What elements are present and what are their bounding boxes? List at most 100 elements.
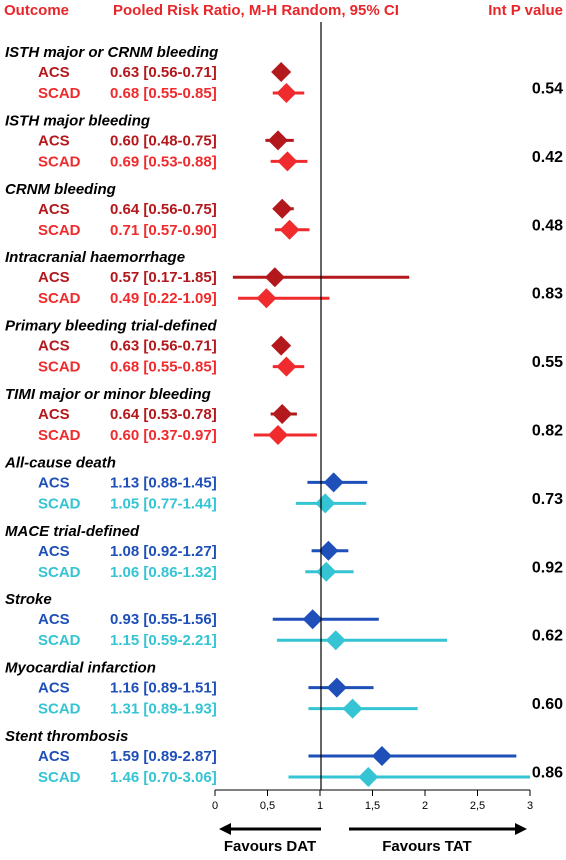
outcome-name: CRNM bleeding [5, 181, 116, 198]
risk-ratio-text: 0.60 [0.48-0.75] [110, 132, 217, 149]
subgroup-label: ACS [38, 269, 70, 286]
x-tick-label: 2 [422, 800, 428, 812]
risk-ratio-text: 1.13 [0.88-1.45] [110, 474, 217, 491]
subgroup-label: ACS [38, 201, 70, 218]
outcome-name: ISTH major bleeding [5, 112, 150, 129]
risk-ratio-text: 0.60 [0.37-0.97] [110, 427, 217, 444]
outcome-group: Stent thrombosis 0.86 ACS 1.59 [0.89-2.87] S… [5, 728, 563, 787]
interaction-p-value: 0.86 [532, 765, 563, 782]
outcome-group: MACE trial-defined 0.92 ACS 1.08 [0.92-1.27… [5, 523, 563, 582]
outcome-name: ISTH major or CRNM bleeding [5, 44, 218, 61]
interaction-p-value: 0.42 [532, 149, 563, 166]
point-estimate-diamond [276, 83, 297, 103]
header-measure: Pooled Risk Ratio, M-H Random, 95% CI [113, 2, 399, 19]
interaction-p-value: 0.73 [532, 491, 563, 508]
outcome-name: Myocardial infarction [5, 660, 156, 677]
point-estimate-diamond [315, 493, 336, 514]
point-estimate-diamond [279, 219, 300, 240]
subgroup-label: SCAD [38, 769, 81, 786]
x-tick-label: 1 [317, 800, 323, 812]
point-estimate-diamond [271, 335, 292, 356]
favours-tat-arrow [349, 823, 527, 835]
risk-ratio-text: 0.69 [0.53-0.88] [110, 153, 217, 170]
point-estimate-diamond [276, 356, 297, 377]
point-estimate-diamond [316, 561, 337, 582]
subgroup-label: SCAD [38, 222, 81, 239]
forest-rows: ISTH major or CRNM bleeding 0.54 ACS 0.63 [… [4, 44, 563, 787]
subgroup-label: SCAD [38, 495, 81, 512]
point-estimate-diamond [318, 540, 339, 561]
risk-ratio-text: 1.46 [0.70-3.06] [110, 769, 217, 786]
subgroup-label: ACS [38, 611, 70, 628]
risk-ratio-text: 1.59 [0.89-2.87] [110, 748, 217, 765]
interaction-p-value: 0.54 [532, 81, 563, 98]
subgroup-label: SCAD [38, 564, 81, 581]
point-estimate-diamond [268, 130, 288, 151]
subgroup-label: SCAD [38, 85, 81, 102]
x-tick-label: 2,5 [470, 800, 485, 812]
outcome-group: ISTH major or CRNM bleeding 0.54 ACS 0.63 [… [5, 44, 563, 103]
subgroup-label: SCAD [38, 632, 81, 649]
subgroup-label: ACS [38, 680, 70, 697]
subgroup-label: ACS [38, 338, 70, 355]
subgroup-label: SCAD [38, 153, 81, 170]
outcome-name: Primary bleeding trial-defined [5, 318, 218, 335]
outcome-name: TIMI major or minor bleeding [5, 386, 211, 403]
point-estimate-diamond [272, 404, 293, 424]
outcome-group: TIMI major or minor bleeding 0.82 ACS 0.64 … [5, 386, 563, 445]
risk-ratio-text: 0.93 [0.55-1.56] [110, 611, 217, 628]
risk-ratio-text: 0.49 [0.22-1.09] [110, 290, 217, 307]
point-estimate-diamond [277, 151, 298, 172]
subgroup-label: ACS [38, 406, 70, 423]
point-estimate-diamond [325, 630, 346, 651]
risk-ratio-text: 0.68 [0.55-0.85] [110, 85, 217, 102]
interaction-p-value: 0.82 [532, 423, 563, 440]
risk-ratio-text: 1.15 [0.59-2.21] [110, 632, 217, 649]
outcome-name: MACE trial-defined [5, 523, 140, 540]
point-estimate-diamond [342, 698, 363, 719]
subgroup-label: SCAD [38, 290, 81, 307]
interaction-p-value: 0.60 [532, 696, 563, 713]
interaction-p-value: 0.48 [532, 217, 563, 234]
subgroup-label: ACS [38, 748, 70, 765]
x-tick-label: 3 [527, 800, 533, 812]
subgroup-label: ACS [38, 543, 70, 560]
subgroup-label: ACS [38, 474, 70, 491]
outcome-name: Stroke [5, 591, 52, 608]
point-estimate-diamond [302, 609, 323, 630]
header-outcome: Outcome [4, 2, 69, 19]
x-tick-label: 1,5 [365, 800, 380, 812]
risk-ratio-text: 0.64 [0.53-0.78] [110, 406, 217, 423]
risk-ratio-text: 0.64 [0.56-0.75] [110, 201, 217, 218]
risk-ratio-text: 1.08 [0.92-1.27] [110, 543, 217, 560]
favours-dat-arrow [219, 823, 321, 835]
outcome-name: Intracranial haemorrhage [5, 249, 185, 266]
point-estimate-diamond [358, 767, 379, 787]
point-estimate-diamond [371, 746, 392, 766]
interaction-p-value: 0.55 [532, 354, 563, 371]
point-estimate-diamond [271, 62, 292, 82]
subgroup-label: SCAD [38, 359, 81, 376]
x-tick-label: 0 [212, 800, 218, 812]
risk-ratio-text: 0.68 [0.55-0.85] [110, 359, 217, 376]
outcome-group: Primary bleeding trial-defined 0.55 ACS 0.6… [5, 318, 563, 377]
risk-ratio-text: 1.06 [0.86-1.32] [110, 564, 217, 581]
outcome-group: All-cause death 0.73 ACS 1.13 [0.88-1.45] SC… [4, 454, 563, 514]
point-estimate-diamond [326, 677, 347, 698]
subgroup-label: ACS [38, 132, 70, 149]
favours-tat-label: Favours TAT [382, 838, 471, 855]
outcome-group: ISTH major bleeding 0.42 ACS 0.60 [0.48-0.7… [5, 112, 563, 172]
point-estimate-diamond [256, 288, 277, 309]
risk-ratio-text: 0.63 [0.56-0.71] [110, 64, 217, 81]
interaction-p-value: 0.92 [532, 559, 563, 576]
point-estimate-diamond [272, 198, 293, 219]
risk-ratio-text: 0.57 [0.17-1.85] [110, 269, 217, 286]
interaction-p-value: 0.83 [532, 286, 563, 303]
outcome-group: Myocardial infarction 0.60 ACS 1.16 [0.89-1… [5, 660, 563, 719]
header-p-value: Int P value [488, 2, 563, 19]
risk-ratio-text: 1.05 [0.77-1.44] [110, 495, 217, 512]
risk-ratio-text: 1.16 [0.89-1.51] [110, 680, 217, 697]
risk-ratio-text: 0.71 [0.57-0.90] [110, 222, 217, 239]
outcome-group: CRNM bleeding 0.48 ACS 0.64 [0.56-0.75] SCAD… [5, 181, 563, 240]
